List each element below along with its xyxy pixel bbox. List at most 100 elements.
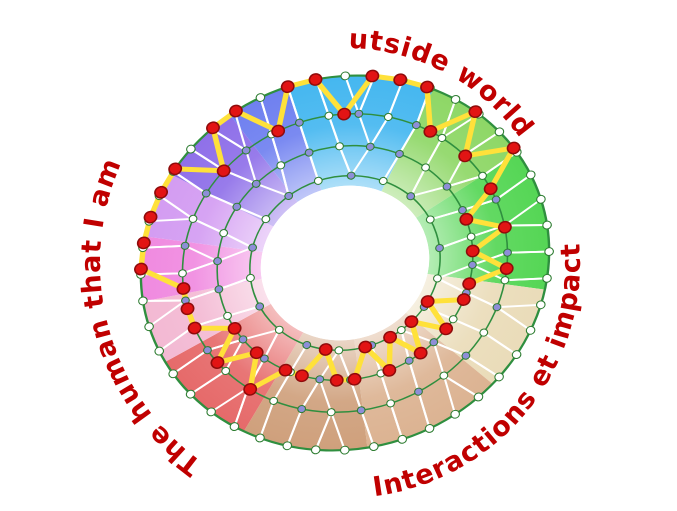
wheel-node[interactable] (439, 371, 449, 380)
wheel-node[interactable] (241, 146, 251, 155)
wheel-node[interactable] (297, 404, 307, 414)
wheel-node[interactable] (276, 161, 286, 170)
wheel-node[interactable] (542, 220, 553, 230)
wheel-node[interactable] (206, 407, 217, 417)
wheel-node[interactable] (395, 149, 405, 158)
wheel-node[interactable] (154, 346, 165, 356)
highlighted-node[interactable] (294, 369, 309, 383)
highlighted-node[interactable] (249, 346, 264, 360)
wheel-node[interactable] (473, 392, 484, 402)
wheel-node[interactable] (433, 274, 443, 283)
wheel-node[interactable] (429, 338, 439, 347)
wheel-node[interactable] (335, 142, 345, 151)
wheel-node[interactable] (450, 94, 461, 104)
wheel-node[interactable] (339, 445, 350, 455)
wheel-node[interactable] (238, 335, 248, 344)
wheel-node[interactable] (315, 375, 325, 384)
highlighted-node[interactable] (187, 321, 202, 335)
highlighted-node[interactable] (420, 294, 435, 308)
highlighted-node[interactable] (228, 104, 243, 118)
highlighted-node[interactable] (153, 185, 169, 199)
highlighted-node[interactable] (205, 121, 220, 135)
wheel-node[interactable] (324, 111, 334, 120)
highlighted-node[interactable] (382, 330, 398, 344)
wheel-node[interactable] (219, 229, 229, 238)
wheel-node[interactable] (232, 202, 242, 211)
wheel-node[interactable] (494, 372, 505, 382)
wheel-node[interactable] (356, 406, 366, 415)
wheel-node[interactable] (223, 311, 233, 320)
wheel-node[interactable] (365, 142, 375, 151)
wheel-node[interactable] (229, 422, 240, 432)
wheel-node[interactable] (536, 194, 547, 204)
wheel-node[interactable] (354, 109, 364, 118)
wheel-node[interactable] (494, 127, 505, 137)
wheel-node[interactable] (282, 441, 293, 451)
highlighted-node[interactable] (278, 363, 293, 377)
highlighted-node[interactable] (168, 162, 183, 176)
highlighted-node[interactable] (393, 73, 408, 87)
wheel-node[interactable] (284, 191, 294, 200)
highlighted-node[interactable] (462, 276, 477, 291)
wheel-node[interactable] (437, 133, 447, 143)
highlighted-node[interactable] (271, 124, 286, 138)
wheel-node[interactable] (221, 366, 231, 375)
wheel-node[interactable] (425, 215, 435, 224)
wheel-node[interactable] (201, 189, 211, 198)
wheel-node[interactable] (188, 214, 198, 223)
highlighted-node[interactable] (216, 164, 231, 178)
highlighted-node[interactable] (133, 262, 148, 276)
wheel-node[interactable] (492, 303, 502, 312)
highlighted-node[interactable] (506, 141, 521, 155)
highlighted-node[interactable] (413, 346, 428, 360)
wheel-node[interactable] (424, 423, 435, 433)
highlighted-node[interactable] (176, 281, 191, 295)
wheel-node[interactable] (411, 121, 422, 130)
wheel-node[interactable] (435, 244, 445, 253)
highlighted-node[interactable] (497, 220, 512, 234)
highlighted-node[interactable] (423, 124, 438, 138)
wheel-node[interactable] (326, 408, 336, 417)
wheel-node[interactable] (269, 396, 279, 405)
wheel-node[interactable] (458, 206, 468, 215)
wheel-node[interactable] (511, 350, 522, 360)
wheel-node[interactable] (479, 328, 489, 337)
wheel-node[interactable] (378, 176, 388, 186)
highlighted-node[interactable] (382, 363, 397, 377)
highlighted-node[interactable] (337, 107, 352, 121)
highlighted-node[interactable] (483, 181, 498, 196)
wheel-node[interactable] (396, 326, 407, 335)
wheel-node[interactable] (404, 356, 414, 365)
wheel-node[interactable] (503, 248, 513, 257)
wheel-node[interactable] (386, 399, 396, 408)
wheel-node[interactable] (168, 369, 179, 379)
highlighted-node[interactable] (459, 212, 474, 226)
wheel-node[interactable] (261, 215, 271, 224)
wheel-node[interactable] (246, 273, 256, 282)
highlighted-node[interactable] (243, 382, 258, 396)
wheel-node[interactable] (478, 171, 488, 180)
wheel-node[interactable] (178, 269, 188, 278)
wheel-node[interactable] (525, 170, 536, 180)
wheel-node[interactable] (185, 389, 196, 399)
highlighted-node[interactable] (499, 261, 514, 275)
wheel-node[interactable] (542, 273, 553, 283)
wheel-node[interactable] (304, 148, 314, 157)
wheel-node[interactable] (450, 409, 461, 419)
wheel-node[interactable] (180, 241, 190, 250)
wheel-node[interactable] (442, 182, 452, 191)
wheel-node[interactable] (414, 387, 424, 396)
wheel-node[interactable] (369, 442, 380, 452)
wheel-node[interactable] (214, 285, 224, 294)
wheel-node[interactable] (302, 340, 312, 350)
wheel-node[interactable] (310, 445, 321, 455)
wheel-node[interactable] (535, 300, 547, 310)
highlighted-node[interactable] (143, 210, 158, 224)
highlighted-node[interactable] (329, 373, 344, 387)
wheel-node[interactable] (260, 354, 270, 363)
highlighted-node[interactable] (465, 244, 480, 258)
wheel-node[interactable] (213, 257, 223, 266)
highlighted-node[interactable] (456, 292, 471, 306)
highlighted-node[interactable] (468, 104, 483, 118)
highlighted-node[interactable] (210, 355, 225, 369)
